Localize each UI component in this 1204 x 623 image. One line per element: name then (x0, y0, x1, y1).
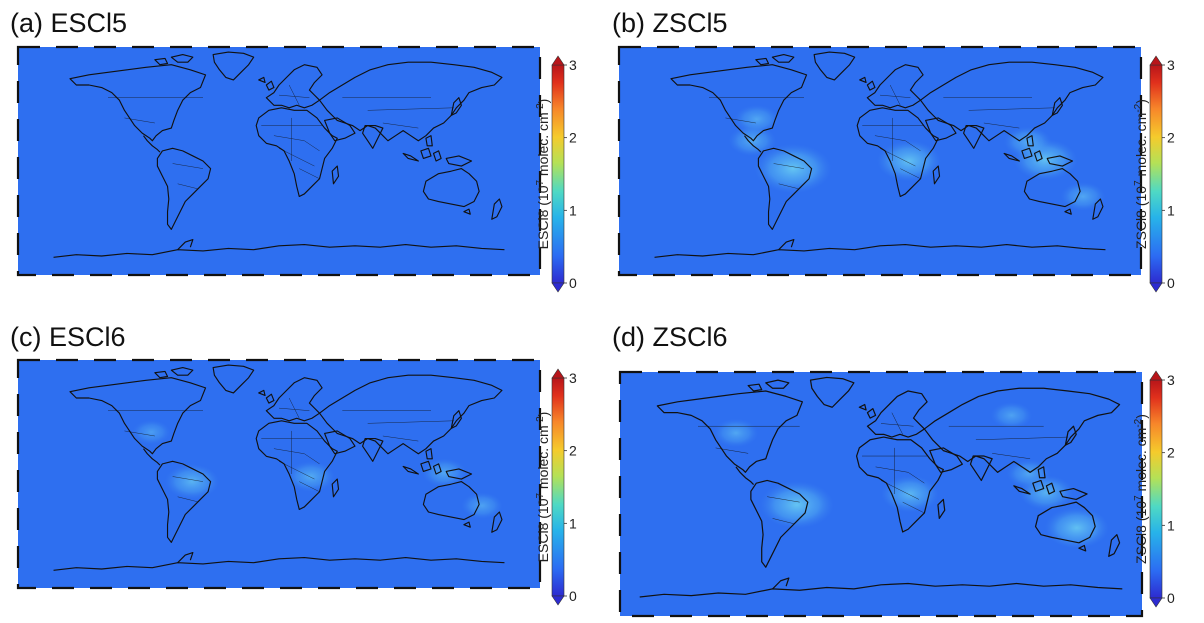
colorbar-label: ESCl8 (107 molec. cm-2) (535, 99, 552, 250)
colorbar-tick-label: 1 (569, 202, 577, 218)
map-panel-0: 0 1 2 3 ESCl8 (107 molec. cm-2) (16, 45, 577, 293)
colorbar-tick-label: 3 (1167, 372, 1175, 388)
colorbar-extend-max (1149, 370, 1163, 381)
colorbar: 0 1 2 3 ESCl8 (107 molec. cm-2) (535, 55, 577, 293)
hotspot-amazon (760, 481, 834, 529)
hotspot-central-africa (877, 140, 941, 182)
hotspot-eastern-australia (461, 492, 503, 519)
colorbar-label: ESCl8 (107 molec. cm-2) (535, 412, 552, 563)
colorbar-tick-label: 0 (569, 588, 577, 604)
hotspot-eastern-australia (1060, 182, 1106, 211)
colorbar-label: ZSCl8 (107 molec. cm-2) (1133, 99, 1150, 249)
colorbar-tick-label: 2 (569, 443, 577, 459)
hotspot-central-africa (287, 461, 335, 492)
colorbar-tick-label: 1 (1167, 202, 1175, 218)
colorbar-gradient (1149, 379, 1163, 599)
colorbar-extend-min (1149, 597, 1163, 608)
colorbar: 0 1 2 3 ZSCl8 (107 molec. cm-2) (1133, 55, 1175, 293)
colorbar-gradient (1149, 64, 1163, 284)
map-panel-3: 0 1 2 3 ZSCl8 (107 molec. cm-2) (618, 370, 1175, 618)
colorbar-tick-label: 0 (1167, 275, 1175, 291)
colorbar-tick-label: 0 (569, 275, 577, 291)
map-frame (618, 370, 1144, 618)
map-frame (617, 45, 1143, 277)
hotspot-southeast-us (132, 420, 171, 445)
colorbar-tick-label: 3 (569, 370, 577, 386)
colorbar-extend-min (551, 595, 565, 606)
map-background (18, 47, 540, 275)
colorbar-label: ZSCl8 (107 molec. cm-2) (1133, 414, 1150, 564)
panel-title: (b) ZSCl5 (612, 8, 728, 38)
colorbar-extend-max (1149, 55, 1163, 66)
colorbar-tick-label: 2 (569, 130, 577, 146)
colorbar-extend-max (551, 55, 565, 66)
hotspot-amazon (164, 464, 220, 499)
colorbar-extend-max (551, 368, 565, 379)
hotspot-borneo (422, 458, 467, 487)
colorbar-gradient (551, 64, 565, 284)
hotspot-north-america (713, 418, 759, 448)
map-panel-1: 0 1 2 3 ZSCl8 (107 molec. cm-2) (617, 45, 1175, 293)
colorbar-tick-label: 0 (1167, 590, 1175, 606)
colorbar-tick-label: 1 (569, 515, 577, 531)
map-frame (16, 358, 542, 590)
panel-title: (d) ZSCl6 (612, 322, 728, 352)
map-panel-2: 0 1 2 3 ESCl8 (107 molec. cm-2) (16, 358, 577, 606)
colorbar-tick-label: 3 (1167, 57, 1175, 73)
hotspot-central-africa (881, 475, 939, 513)
colorbar: 0 1 2 3 ZSCl8 (107 molec. cm-2) (1133, 370, 1175, 608)
panel-title: (a) ESCl5 (10, 8, 128, 38)
colorbar-extend-min (1149, 282, 1163, 293)
hotspot-siberia-north-asia (990, 402, 1033, 429)
colorbar-tick-label: 3 (569, 57, 577, 73)
colorbar-extend-min (551, 282, 565, 293)
colorbar-gradient (551, 377, 565, 597)
colorbar-tick-label: 1 (1167, 517, 1175, 533)
panel-title: (c) ESCl6 (10, 322, 126, 352)
colorbar: 0 1 2 3 ESCl8 (107 molec. cm-2) (535, 368, 577, 606)
map-frame (16, 45, 542, 277)
hotspot-central-america (728, 125, 777, 157)
colorbar-tick-label: 2 (1167, 130, 1175, 146)
colorbar-tick-label: 2 (1167, 445, 1175, 461)
hotspot-amazon (754, 143, 832, 194)
